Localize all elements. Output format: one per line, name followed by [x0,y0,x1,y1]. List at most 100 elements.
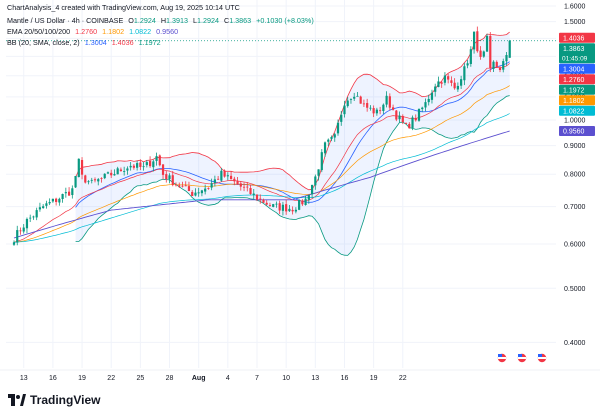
bb-lower-line [75,95,510,256]
candle [366,98,369,112]
candle [55,197,58,206]
candle [97,178,100,186]
candle [229,171,233,180]
candle [437,76,440,88]
ema-lines [13,63,510,243]
candle [48,198,51,206]
y-tick-label: 0.8000 [564,172,586,179]
candle-body [382,104,385,111]
candle [327,138,330,146]
candle [414,114,417,122]
candle [505,52,508,66]
candle-body [317,169,320,176]
candle-body [417,108,421,121]
candle-body [58,198,61,203]
candle-body [194,192,197,196]
x-tick-label: 13 [20,375,28,382]
candle [236,177,239,185]
candle-body [460,79,463,86]
candle-body [314,176,317,186]
candle-body [336,122,340,134]
candle [255,194,259,201]
candle-body [492,61,495,69]
candle-body [408,123,411,129]
candle-body [401,116,404,123]
candle-body [404,123,408,124]
flag-canton [498,354,502,357]
candle-body [362,103,366,105]
price-label-bg [559,43,595,64]
candle [340,110,343,126]
candle-body [87,181,90,183]
candle [411,115,414,131]
candle-body [249,188,252,195]
tradingview-logo[interactable]: TradingView [8,393,100,407]
ema50-line [13,85,510,243]
price-label-text: 1.0822 [563,108,585,115]
candle [61,193,64,203]
candle [87,180,90,185]
y-tick-label: 1.6000 [564,3,586,10]
candle [291,206,294,215]
candle [100,177,103,183]
candle [456,82,459,92]
candle-body [307,195,310,200]
ema-legend[interactable]: EMA 20/50/100/200 1.2760 1.1802 1.0822 0… [7,27,181,36]
ema50-value: 1.1802 [102,27,125,36]
candle [213,175,216,187]
candle-body [161,164,165,175]
candle [249,184,252,195]
candle [38,202,42,212]
candle-body [19,230,22,232]
symbol-legend[interactable]: Mantle / US Dollar · 4h · COINBASE O1.29… [7,16,317,25]
candle [184,181,187,187]
candle-body [80,160,84,175]
candle [67,187,71,196]
candle [210,178,213,191]
candle-body [298,199,301,210]
candle [77,158,80,178]
candle-body [288,208,291,212]
candle-body [379,110,382,112]
y-axis: 0.4000 0.5000 0.6000 0.7000 0.8000 0.9000 1.00… [559,3,595,347]
price-label-text: 1.1802 [563,98,585,105]
candle-body [174,184,178,186]
ema20-value: 1.2760 [75,27,98,36]
candle-body [333,134,336,138]
candle [207,187,210,190]
candle [343,100,346,118]
price-label-text: 1.3004 [563,66,585,73]
candle-body [369,107,372,109]
y-tick-label: 1.0000 [564,118,586,125]
candle-body [434,86,437,92]
candle [379,106,382,115]
price-label-text: 0.9560 [563,128,585,135]
candle [447,73,450,84]
price-label: 0.9560 [559,125,595,136]
price-label-bg [559,105,595,116]
bb-label: BB (20, SMA, close, 2) [7,38,80,47]
candle-body [220,170,223,181]
candles [12,26,511,246]
candle [152,159,155,172]
price-label-text: 1.4036 [563,35,585,42]
candle [132,164,135,170]
candle [110,169,113,179]
us-flag-icon [537,353,547,363]
candle-body [346,100,349,107]
candle [495,60,498,68]
y-tick-label: 0.6000 [564,242,586,249]
candle [430,89,434,104]
candle-body [372,108,375,114]
bb-legend[interactable]: BB (20, SMA, close, 2) 1.3004 1.4036 1.1… [7,38,164,47]
candle-body [158,155,161,166]
candle-body [32,216,35,218]
bb-upper-value: 1.4036 [111,38,134,47]
high-value: 1.3913 [166,16,188,25]
x-tick-label: 25 [136,375,144,382]
candle [281,201,285,216]
candle [369,105,372,111]
candle [217,175,220,181]
